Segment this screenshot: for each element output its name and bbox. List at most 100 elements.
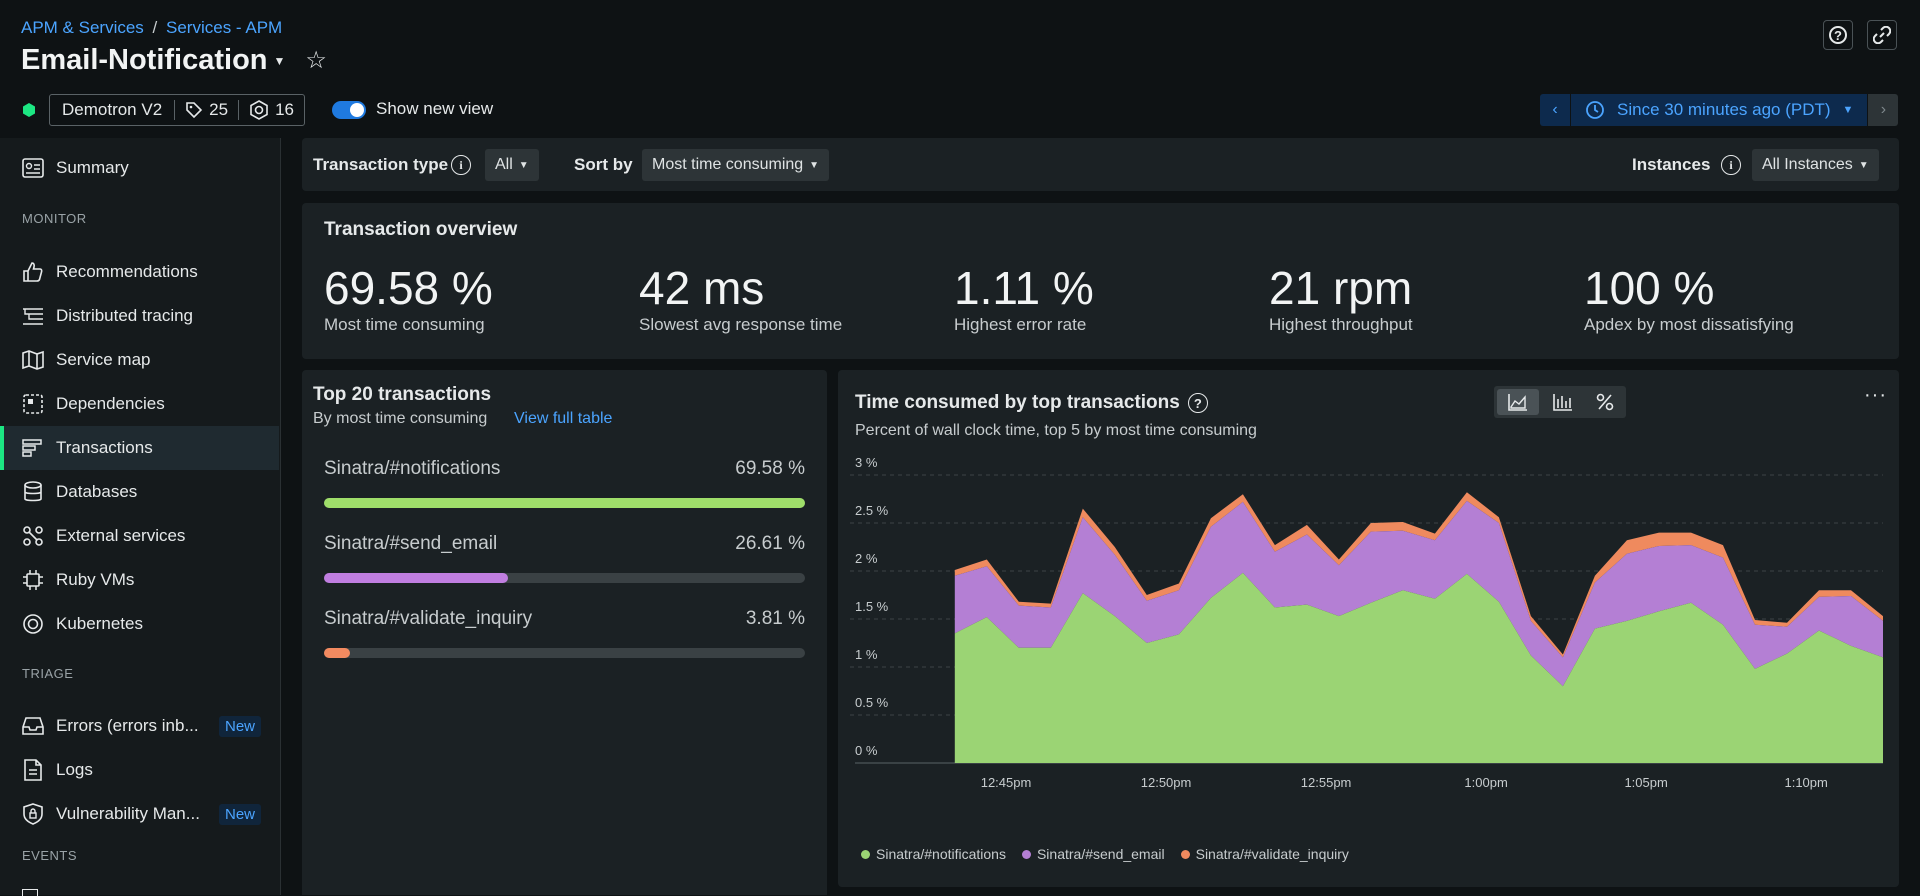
sidebar-item-label: Service map: [56, 350, 151, 369]
series-area[interactable]: [954, 572, 1883, 763]
y-tick-label: 1.5 %: [855, 599, 889, 614]
help-button[interactable]: ?: [1823, 20, 1853, 50]
sidebar-item-label: Logs: [56, 760, 93, 779]
chevron-left-icon: ‹: [1552, 101, 1558, 118]
series-area[interactable]: [954, 500, 1883, 687]
time-range-selector[interactable]: Since 30 minutes ago (PDT) ▼: [1571, 94, 1868, 126]
time-picker: ‹ Since 30 minutes ago (PDT) ▼ ›: [1540, 94, 1899, 126]
sort-by-value: Most time consuming: [652, 156, 804, 173]
y-tick-label: 0.5 %: [855, 695, 889, 710]
dependencies-icon: [22, 393, 44, 415]
page-title-row: Email-Notification ▼ ☆: [21, 44, 327, 77]
sort-by-dropdown[interactable]: Most time consuming ▼: [642, 149, 830, 181]
sidebar-item-errors-inbox[interactable]: Errors (errors inb... New: [0, 704, 279, 748]
transaction-type-label: Transaction type: [313, 155, 449, 174]
copy-link-button[interactable]: [1867, 20, 1897, 50]
sidebar-item-logs[interactable]: Logs: [0, 748, 279, 792]
legend-item[interactable]: Sinatra/#send_email: [1021, 846, 1165, 862]
sidebar-item-label: Transactions: [56, 438, 153, 457]
transaction-name[interactable]: Sinatra/#notifications: [324, 458, 501, 479]
overview-title: Transaction overview: [324, 219, 518, 240]
breadcrumb-services-apm[interactable]: Services - APM: [166, 18, 283, 37]
sidebar-item-external-services[interactable]: External services: [0, 514, 279, 558]
x-tick-label: 12:55pm: [1301, 775, 1352, 790]
transaction-type-dropdown[interactable]: All ▼: [485, 149, 539, 181]
entities-count-value: 16: [275, 100, 295, 119]
transaction-name[interactable]: Sinatra/#send_email: [324, 533, 498, 554]
sidebar-item-summary[interactable]: Summary: [0, 146, 279, 190]
tags-count[interactable]: 25: [175, 100, 238, 120]
health-status-icon: [22, 103, 36, 117]
sidebar-item-vulnerability-management[interactable]: Vulnerability Man... New: [0, 792, 279, 836]
sidebar-item-label: Kubernetes: [56, 614, 143, 633]
time-range-chevron-down-icon: ▼: [1842, 104, 1854, 116]
help-icon[interactable]: ?: [1187, 393, 1208, 413]
bar-chart-icon: [1553, 394, 1572, 411]
bar-chart-button[interactable]: [1542, 386, 1584, 418]
chevron-down-icon: ▼: [518, 159, 529, 171]
time-next-button[interactable]: ›: [1868, 94, 1899, 126]
info-icon[interactable]: i: [451, 155, 471, 175]
chart-title-row: Time consumed by top transactions ?: [855, 392, 1208, 414]
sidebar-item-kubernetes[interactable]: Kubernetes: [0, 602, 279, 646]
transaction-name[interactable]: Sinatra/#validate_inquiry: [324, 608, 533, 629]
new-view-toggle[interactable]: [332, 101, 366, 119]
sidebar-item-label: Vulnerability Man...: [56, 804, 200, 823]
filter-bar: Transaction type i All ▼ Sort by Most ti…: [302, 138, 1899, 191]
kpi-value: 21 rpm: [1269, 262, 1413, 314]
sidebar-item-ruby-vms[interactable]: Ruby VMs: [0, 558, 279, 602]
area-chart-button[interactable]: [1497, 389, 1539, 415]
entity-metadata-box[interactable]: Demotron V2 25 16: [49, 94, 306, 126]
time-previous-button[interactable]: ‹: [1540, 94, 1570, 126]
chart-subtitle: Percent of wall clock time, top 5 by mos…: [855, 422, 1257, 439]
sidebar-item-dependencies[interactable]: Dependencies: [0, 382, 279, 426]
transaction-bar-fill: [324, 648, 351, 658]
breadcrumb-apm-services[interactable]: APM & Services: [21, 18, 144, 37]
legend-swatch: [1021, 849, 1031, 859]
x-tick-label: 1:10pm: [1784, 775, 1827, 790]
sort-by-label: Sort by: [574, 155, 633, 174]
title-chevron-down-icon[interactable]: ▼: [273, 53, 286, 68]
legend-item[interactable]: Sinatra/#validate_inquiry: [1180, 846, 1349, 862]
sidebar-item-transactions[interactable]: Transactions: [0, 426, 279, 470]
kpi-value: 69.58 %: [324, 262, 493, 314]
sidebar-item-label: External services: [56, 526, 186, 545]
new-badge: New: [218, 715, 261, 737]
kpi-value: 42 ms: [639, 262, 765, 314]
breadcrumb-separator: /: [152, 18, 158, 37]
info-icon[interactable]: i: [1721, 155, 1741, 175]
sidebar-item-recommendations[interactable]: Recommendations: [0, 250, 279, 294]
account-name[interactable]: Demotron V2: [62, 100, 163, 119]
area-chart-icon: [1508, 394, 1527, 411]
related-entities-icon: [250, 100, 268, 120]
x-tick-label: 1:05pm: [1624, 775, 1667, 790]
sidebar-item-distributed-tracing[interactable]: Distributed tracing: [0, 294, 279, 338]
link-icon: [1873, 26, 1891, 44]
chart-menu-ellipsis-icon[interactable]: ···: [1864, 384, 1887, 406]
top-transactions-subtitle: By most time consuming: [313, 410, 488, 427]
favorite-star-icon[interactable]: ☆: [305, 47, 327, 74]
instances-dropdown[interactable]: All Instances ▼: [1752, 149, 1879, 181]
view-full-table-link[interactable]: View full table: [514, 410, 613, 427]
tags-count-value: 25: [209, 100, 229, 119]
legend-label: Sinatra/#send_email: [1036, 846, 1165, 862]
section-heading-events: EVENTS: [22, 848, 78, 863]
sidebar-item-databases[interactable]: Databases: [0, 470, 279, 514]
section-heading-monitor: MONITOR: [22, 211, 87, 226]
help-icon: ?: [1829, 26, 1847, 44]
chart-title: Time consumed by top transactions: [855, 392, 1180, 413]
chevron-down-icon: ▼: [1858, 159, 1869, 171]
chip-icon: [22, 569, 44, 591]
page-title[interactable]: Email-Notification: [21, 44, 268, 76]
sidebar-item-service-map[interactable]: Service map: [0, 338, 279, 382]
top-transactions-title: Top 20 transactions: [313, 384, 492, 405]
sidebar-item-label: Distributed tracing: [56, 306, 194, 325]
kpi-most-time-consuming: 69.58 % Most time consuming: [324, 261, 493, 335]
legend-item[interactable]: Sinatra/#notifications: [861, 846, 1006, 862]
database-icon: [22, 481, 44, 503]
sidebar-item-label: Errors (errors inb...: [56, 716, 199, 735]
tracing-icon: [22, 305, 44, 327]
transactions-icon: [22, 437, 44, 459]
percent-button[interactable]: [1584, 386, 1626, 418]
related-entities-count[interactable]: 16: [239, 100, 304, 120]
